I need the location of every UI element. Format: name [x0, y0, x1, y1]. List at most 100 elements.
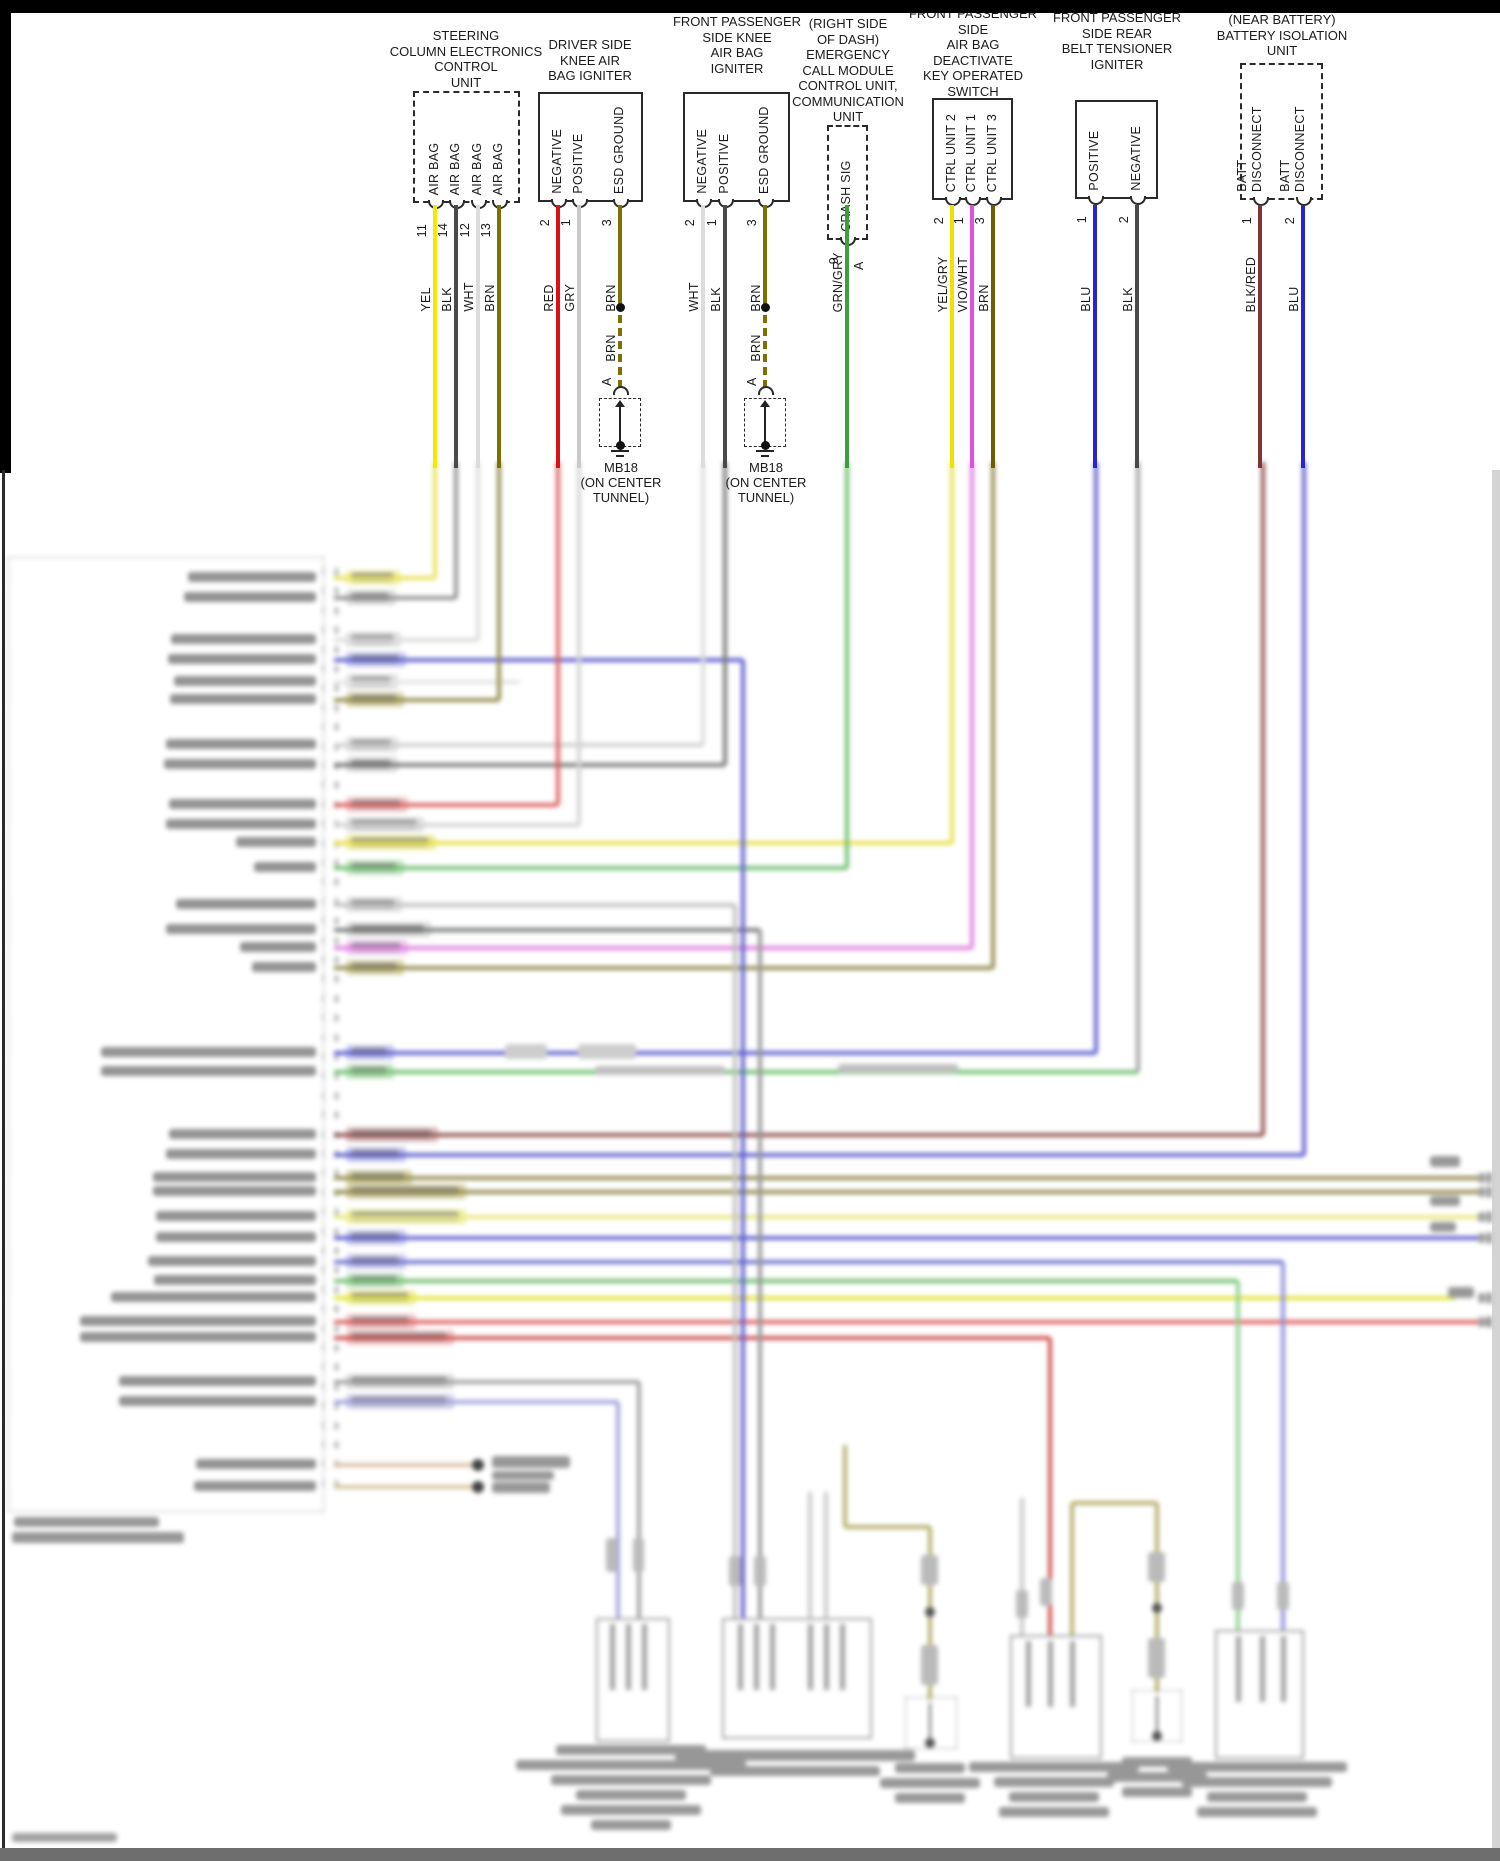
- connector-prong: [807, 1624, 813, 1690]
- ground-symbol-box: [905, 1697, 957, 1749]
- pin-function-label-blob: [166, 819, 316, 829]
- control-unit-pin-stub: [322, 1420, 331, 1430]
- control-unit-pin-stub: [322, 625, 331, 635]
- inline-connector-blob: [1040, 1578, 1052, 1606]
- right-edge-label-blob: [1448, 1287, 1474, 1298]
- pin-number-blob: [334, 1305, 339, 1314]
- control-unit-pin-stub: [322, 761, 331, 770]
- right-edge-label-blob: [1430, 1196, 1460, 1206]
- front-passenger-knee-airbag-igniter-wire-color-label: BLK: [709, 287, 723, 312]
- control-unit-pin-stub: [322, 664, 331, 673]
- ground-arrowhead: [615, 400, 625, 407]
- pin-function-label-blob: [154, 1275, 316, 1285]
- control-unit-pin-stub: [322, 1187, 331, 1197]
- wire-horizontal: [334, 1296, 1455, 1300]
- wire-vertical: [454, 462, 458, 598]
- driver-knee-airbag-igniter-pin-number: 2: [538, 218, 552, 227]
- pin-function-label-blob: [188, 572, 316, 582]
- wire-horizontal: [334, 658, 743, 662]
- wire-vertical: [733, 905, 737, 1618]
- ground-dot: [1152, 1731, 1162, 1741]
- steering-column-ecu-pin-label: AIR BAG: [448, 142, 462, 195]
- ground-wire-dashed: [618, 354, 622, 362]
- pin-number-blob: [334, 1382, 339, 1391]
- wire-vertical: [1281, 1262, 1285, 1632]
- esd-ground-wire: [763, 205, 767, 307]
- emergency-call-module-connector-letter: A: [852, 261, 866, 270]
- ground-wire-dashed: [618, 341, 622, 349]
- pin-function-label-blob: [236, 837, 316, 847]
- wire-vertical: [845, 462, 849, 868]
- wire-vertical: [758, 930, 762, 1618]
- right-edge-connector-tick: [1478, 1233, 1486, 1243]
- pin-function-label-blob: [168, 654, 316, 664]
- battery-isolation-unit-title-line: UNIT: [1266, 43, 1298, 58]
- ground-caption-line: MB18: [604, 460, 638, 475]
- battery-isolation-unit-pin-label: BATT: [1278, 159, 1292, 192]
- inline-connector-blob: [921, 1555, 938, 1585]
- connector-prong: [737, 1624, 743, 1690]
- wire-horizontal: [334, 841, 952, 845]
- bottom-box-caption-blob: [675, 1750, 915, 1761]
- wire-vertical: [1070, 1503, 1074, 1637]
- battery-isolation-unit-pin-number: 1: [1240, 216, 1254, 225]
- inline-note-blob: [578, 1044, 636, 1059]
- passenger-airbag-deactivate-switch-title-line: DEACTIVATE: [933, 52, 1013, 68]
- passenger-rear-belt-tensioner-igniter-title-line: BELT TENSIONER: [1061, 41, 1173, 56]
- passenger-rear-belt-tensioner-igniter-title-line: FRONT PASSENGER: [1052, 10, 1182, 25]
- pin-function-label-blob: [156, 1211, 316, 1221]
- pin-number-blob: [334, 606, 339, 615]
- wire-horizontal: [334, 1320, 1490, 1324]
- pin-number-blob: [334, 897, 339, 906]
- wire-vertical: [950, 205, 954, 468]
- control-unit-pin-stub: [322, 1032, 331, 1042]
- emergency-call-module-title-line: OF DASH): [816, 31, 880, 47]
- wire-vertical: [808, 1492, 812, 1618]
- front-passenger-knee-airbag-igniter-pin-label: NEGATIVE: [695, 129, 709, 194]
- right-edge-label-blob: [1430, 1222, 1456, 1232]
- wire-horizontal: [334, 1215, 1478, 1219]
- wire-vertical: [991, 462, 995, 968]
- scan-left-edge-line: [2, 470, 5, 1848]
- pin-function-label-blob: [101, 1066, 316, 1076]
- pin-number-blob: [334, 975, 339, 984]
- wire-vertical: [1135, 205, 1139, 468]
- control-unit-caption-blob: [14, 1517, 159, 1527]
- right-edge-connector-tick: [1478, 1293, 1486, 1303]
- pin-number-blob: [334, 781, 339, 790]
- wire-vertical: [497, 205, 501, 468]
- pin-function-label-blob: [184, 592, 316, 602]
- steering-column-ecu-pin-number: 14: [436, 222, 450, 238]
- connector-prong: [1047, 1641, 1053, 1707]
- pin-function-label-blob: [171, 634, 316, 644]
- pin-function-label-blob: [80, 1332, 316, 1342]
- steering-column-ecu-pin-number: 12: [458, 222, 472, 238]
- pin-function-label-blob: [101, 1047, 316, 1057]
- wire-horizontal: [1072, 1501, 1157, 1505]
- connector-prong: [1280, 1636, 1286, 1702]
- passenger-rear-belt-tensioner-igniter-title-line: SIDE REAR: [1081, 25, 1153, 41]
- pin-function-label-blob: [194, 1481, 316, 1491]
- pin-number-blob: [334, 1402, 339, 1411]
- wire-horizontal: [334, 866, 847, 870]
- inline-connector-blob: [1148, 1638, 1165, 1678]
- pin-number-blob: [334, 1227, 339, 1236]
- passenger-airbag-deactivate-switch-pin-number: 2: [932, 216, 946, 225]
- wire-horizontal: [334, 823, 579, 827]
- battery-isolation-unit-pin-label: BATT: [1235, 159, 1249, 192]
- ground-wire-dashed: [763, 354, 767, 362]
- pin-number-blob: [334, 1441, 339, 1449]
- inline-connector-blob: [729, 1556, 741, 1586]
- pin-number-blob: [334, 1344, 339, 1352]
- front-passenger-knee-airbag-igniter-pin-number: 1: [705, 218, 719, 227]
- wire-horizontal: [334, 1176, 1478, 1180]
- driver-knee-airbag-igniter-pin-label: NEGATIVE: [550, 129, 564, 194]
- ground-wire-dashed: [618, 380, 622, 388]
- ground-hatch: [761, 455, 769, 457]
- control-unit-pin-stub: [322, 1226, 331, 1236]
- passenger-rear-belt-tensioner-igniter-pin-connector: [1088, 196, 1104, 205]
- control-unit-pin-stub: [322, 858, 331, 867]
- wire-horizontal: [334, 1153, 1304, 1157]
- pin-function-label-blob: [176, 899, 316, 909]
- passenger-rear-belt-tensioner-igniter-pin-label: NEGATIVE: [1129, 126, 1143, 191]
